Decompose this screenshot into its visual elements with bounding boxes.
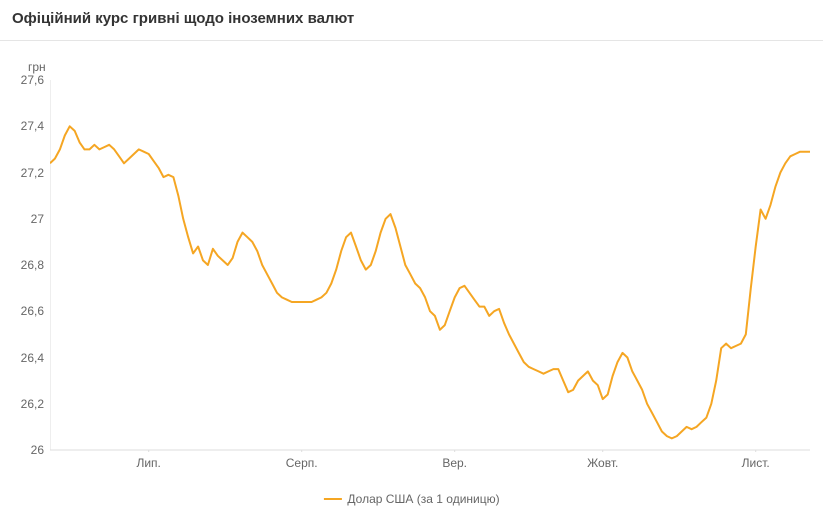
y-tick-label: 27,4 — [10, 119, 44, 133]
x-tick-label: Лист. — [742, 456, 770, 470]
y-tick-label: 26,8 — [10, 258, 44, 272]
y-tick-label: 26,2 — [10, 397, 44, 411]
x-tick-label: Вер. — [442, 456, 467, 470]
x-tick-label: Жовт. — [587, 456, 618, 470]
chart-plot-area — [50, 80, 812, 452]
legend-label: Долар США (за 1 одиницю) — [347, 492, 499, 506]
x-tick-label: Лип. — [136, 456, 160, 470]
y-tick-label: 26,4 — [10, 351, 44, 365]
legend: Долар США (за 1 одиницю) — [323, 492, 499, 506]
chart-title: Офіційний курс гривні щодо іноземних вал… — [12, 10, 354, 27]
y-tick-label: 26 — [10, 443, 44, 457]
y-tick-label: 26,6 — [10, 304, 44, 318]
x-tick-label: Серп. — [286, 456, 318, 470]
y-axis-unit-label: грн — [28, 60, 46, 74]
separator — [0, 40, 823, 41]
y-tick-label: 27,2 — [10, 166, 44, 180]
y-tick-label: 27,6 — [10, 73, 44, 87]
chart-container: Офіційний курс гривні щодо іноземних вал… — [0, 0, 823, 522]
y-tick-label: 27 — [10, 212, 44, 226]
legend-swatch — [323, 498, 341, 500]
series-line-usd — [50, 126, 810, 438]
